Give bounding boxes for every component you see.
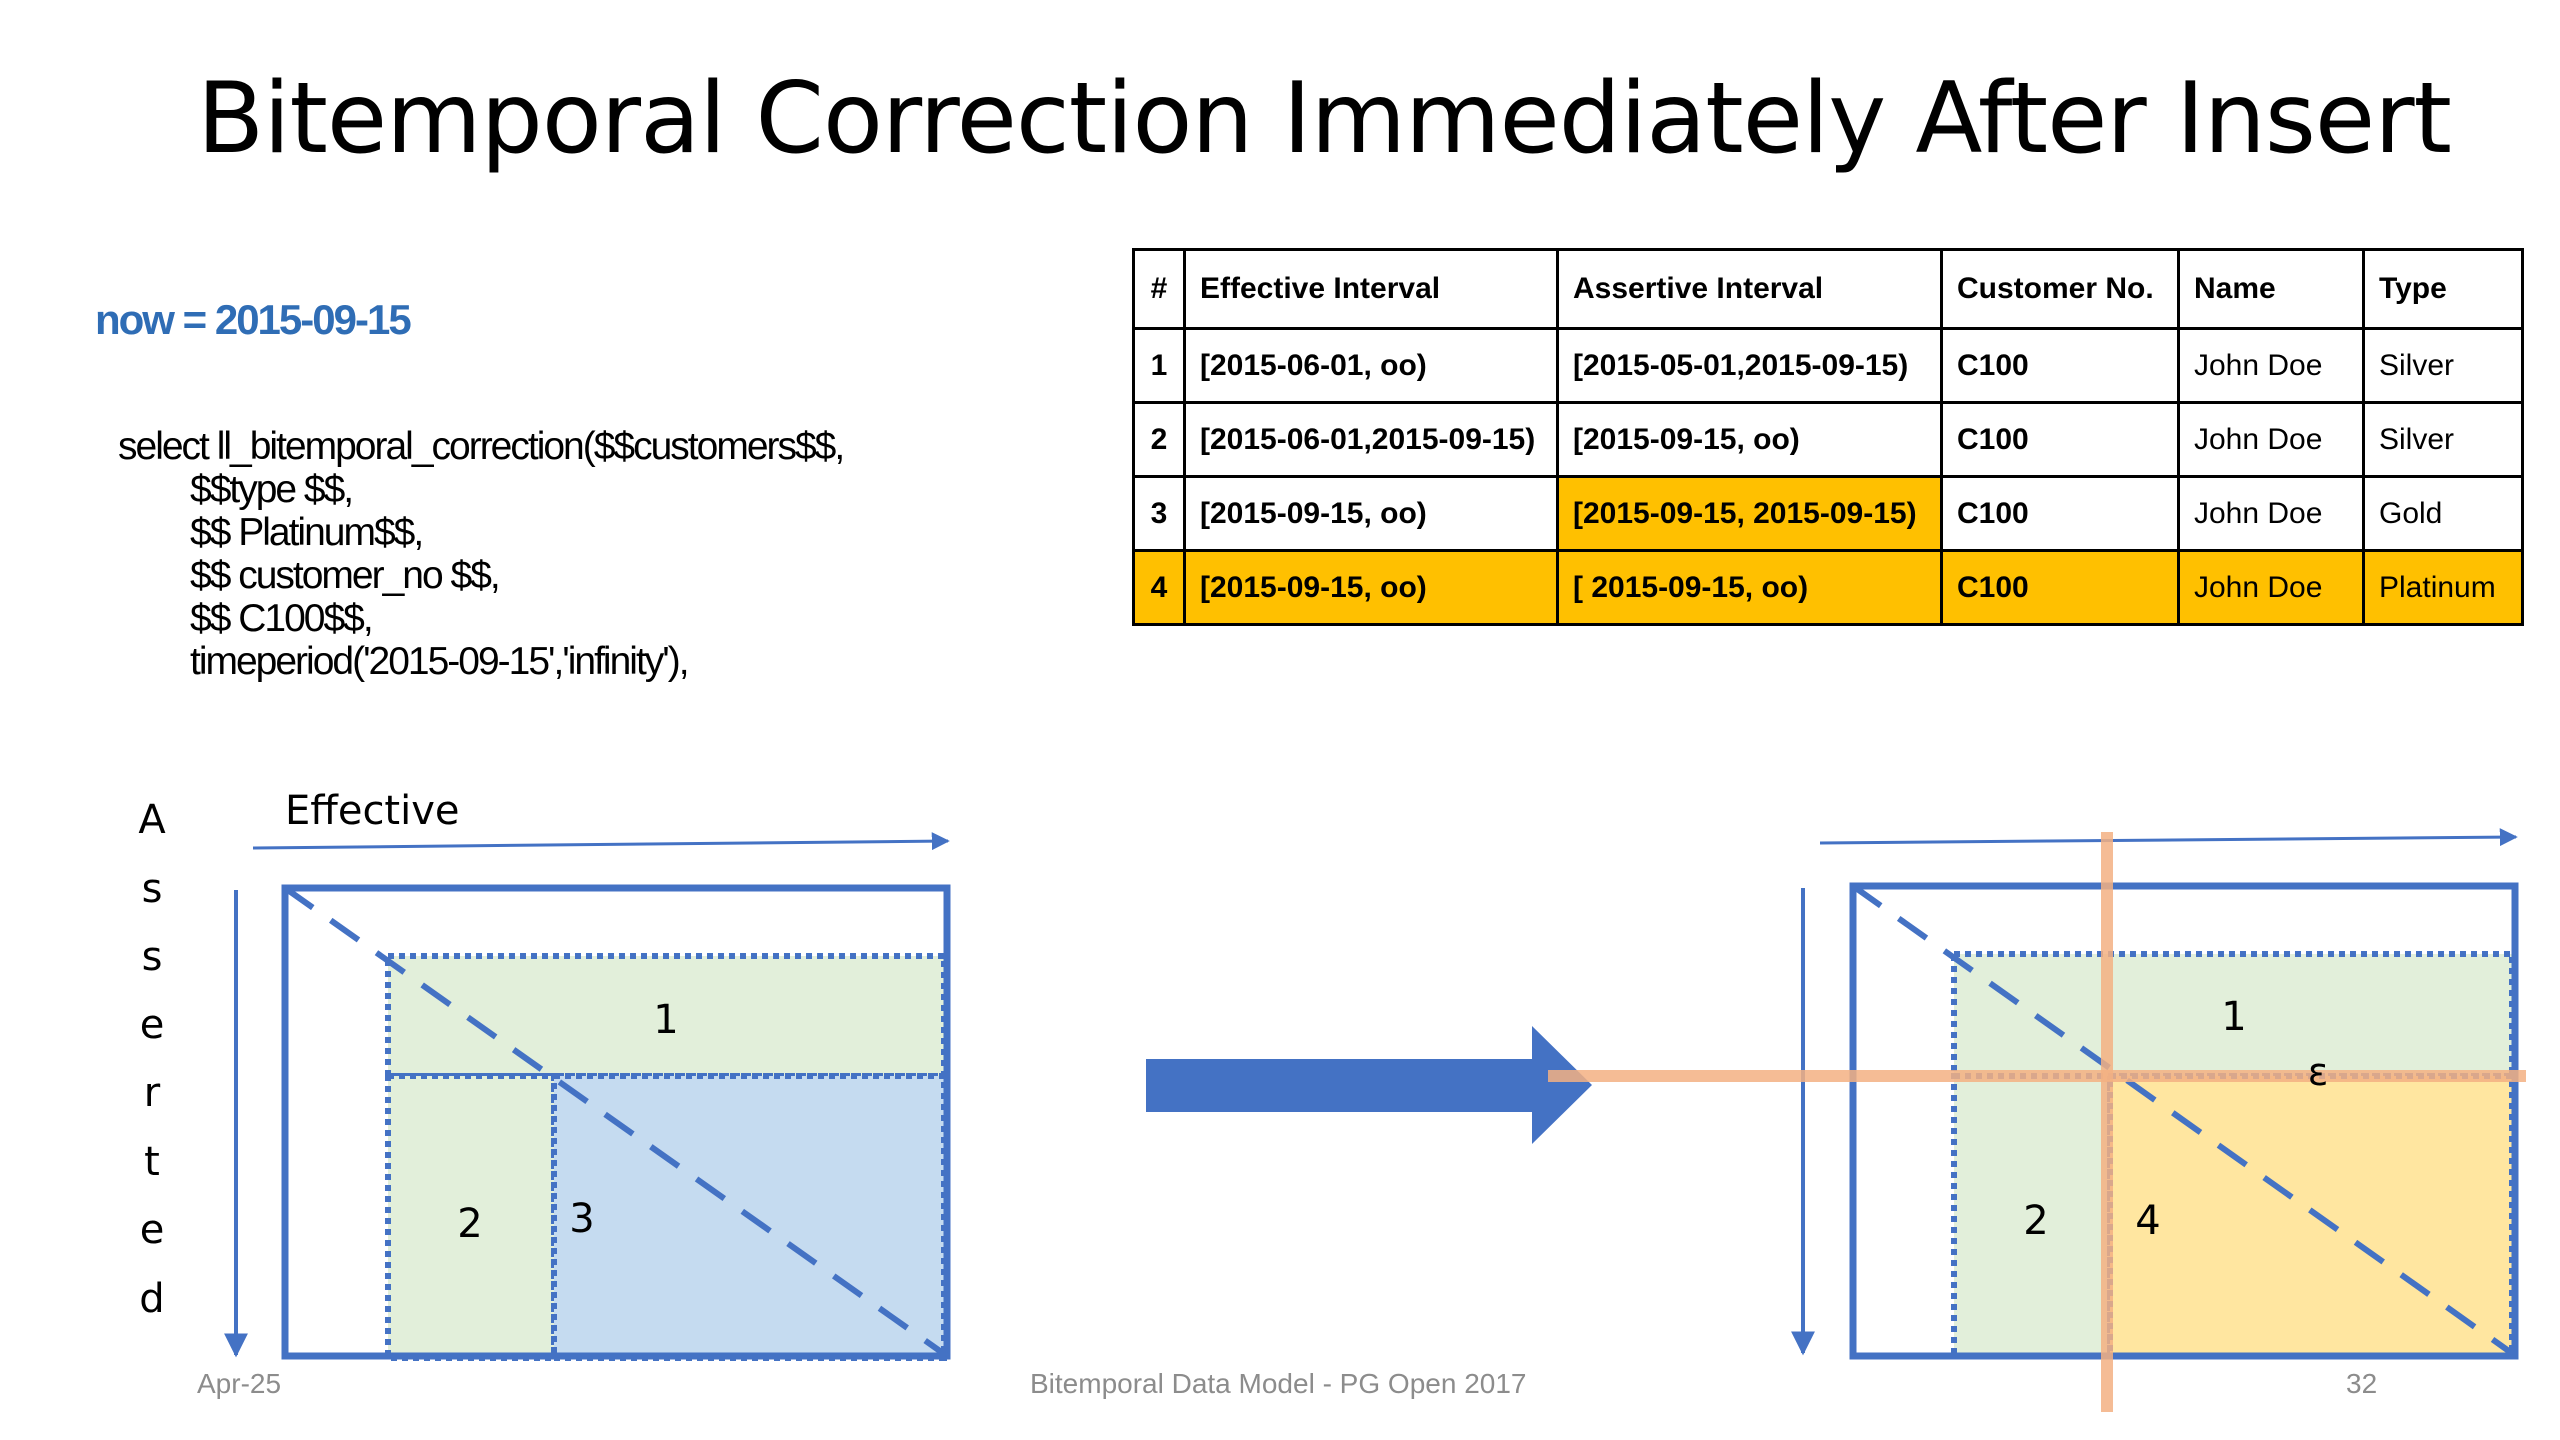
assertive-interval-cell: [2015-05-01,2015-09-15)	[1556, 327, 1943, 404]
effective-axis-label: Effective	[285, 788, 460, 834]
table-row: 3 [2015-09-15, oo) [2015-09-15, 2015-09-…	[1132, 475, 2524, 552]
right-diagram: 1 2 4 ε	[1548, 828, 2526, 1412]
column-header: Name	[2177, 248, 2365, 330]
region-2	[1951, 1073, 2113, 1359]
region-label: 1	[2221, 994, 2246, 1040]
sql-line: $$type $$,	[190, 468, 354, 511]
customer-no-cell: C100	[1940, 475, 2180, 552]
effective-interval-cell: [2015-09-15, oo)	[1183, 549, 1559, 626]
table-header-row: # Effective Interval Assertive Interval …	[1132, 248, 2524, 330]
customer-no-cell: C100	[1940, 549, 2180, 626]
axis-letter: e	[140, 1002, 165, 1048]
stray-epsilon-mark: ε	[2308, 1050, 2329, 1094]
left-diagram: Effective A s s e r t e d 1 2 3	[138, 788, 951, 1361]
axis-letter: r	[144, 1070, 161, 1116]
column-header: #	[1132, 248, 1186, 330]
name-cell: John Doe	[2177, 549, 2365, 626]
slide-title: Bitemporal Correction Immediately After …	[197, 62, 2452, 176]
region-label: 4	[2135, 1198, 2160, 1244]
now-diagonal	[283, 885, 949, 1359]
row-number: 1	[1132, 327, 1186, 404]
sql-line: select ll_bitemporal_correction($$custom…	[118, 425, 845, 468]
assertive-interval-cell: [2015-09-15, oo)	[1556, 401, 1943, 478]
footer-center-text: Bitemporal Data Model - PG Open 2017	[1030, 1368, 1527, 1399]
table-row: 2 [2015-06-01,2015-09-15) [2015-09-15, o…	[1132, 401, 2524, 478]
type-cell: Gold	[2362, 475, 2524, 552]
effective-axis-arrow	[252, 832, 950, 851]
region-label: 2	[2023, 1198, 2048, 1244]
type-cell: Platinum	[2362, 549, 2524, 626]
table-row: 4 [2015-09-15, oo) [ 2015-09-15, oo) C10…	[1132, 549, 2524, 626]
name-cell: John Doe	[2177, 475, 2365, 552]
effective-interval-cell: [2015-09-15, oo)	[1183, 475, 1559, 552]
sql-code-block: select ll_bitemporal_correction($$custom…	[118, 425, 845, 683]
row-number: 2	[1132, 401, 1186, 478]
right-diagram-frame	[1849, 882, 2519, 1360]
table-row: 1 [2015-06-01, oo) [2015-05-01,2015-09-1…	[1132, 327, 2524, 404]
customer-no-cell: C100	[1940, 327, 2180, 404]
effective-axis-arrow	[1819, 828, 2518, 847]
customer-no-cell: C100	[1940, 401, 2180, 478]
axis-letter: s	[142, 866, 163, 912]
asserted-axis-label: A s s e r t e d	[138, 797, 166, 1322]
effective-interval-cell: [2015-06-01,2015-09-15)	[1183, 401, 1559, 478]
sql-line: $$ Platinum$$,	[190, 511, 424, 554]
region-label: 3	[569, 1196, 594, 1242]
effective-interval-cell: [2015-06-01, oo)	[1183, 327, 1559, 404]
axis-letter: s	[142, 934, 163, 980]
axis-letter: A	[138, 797, 166, 843]
region-label: 2	[457, 1201, 482, 1247]
sql-line: timeperiod('2015-09-15','infinity'),	[190, 640, 690, 683]
region-2	[385, 1073, 557, 1361]
column-header: Effective Interval	[1183, 248, 1559, 330]
axis-letter: d	[139, 1276, 164, 1322]
type-cell: Silver	[2362, 327, 2524, 404]
axis-letter: e	[140, 1207, 165, 1253]
region-label: 1	[653, 997, 678, 1043]
customer-versions-table: # Effective Interval Assertive Interval …	[1132, 248, 2524, 626]
column-header: Assertive Interval	[1556, 248, 1943, 330]
name-cell: John Doe	[2177, 327, 2365, 404]
axis-letter: t	[144, 1139, 160, 1185]
column-header: Customer No.	[1940, 248, 2180, 330]
page-number: 32	[2346, 1368, 2378, 1399]
row-number: 3	[1132, 475, 1186, 552]
now-diagonal	[1851, 883, 2515, 1357]
name-cell: John Doe	[2177, 401, 2365, 478]
region-1	[1951, 951, 2515, 1079]
now-label: now = 2015-09-15	[95, 296, 412, 343]
footer-date: Apr-25	[197, 1368, 282, 1399]
transition-arrow	[1146, 1026, 1592, 1144]
sql-line: $$ customer_no $$,	[190, 554, 501, 597]
row-number: 4	[1132, 549, 1186, 626]
sql-line: $$ C100$$,	[190, 597, 374, 640]
region-4	[2107, 1073, 2515, 1359]
column-header: Type	[2362, 248, 2524, 330]
assertive-interval-cell: [2015-09-15, 2015-09-15)	[1556, 475, 1943, 552]
assertive-interval-cell: [ 2015-09-15, oo)	[1556, 549, 1943, 626]
left-diagram-frame	[281, 884, 951, 1360]
type-cell: Silver	[2362, 401, 2524, 478]
